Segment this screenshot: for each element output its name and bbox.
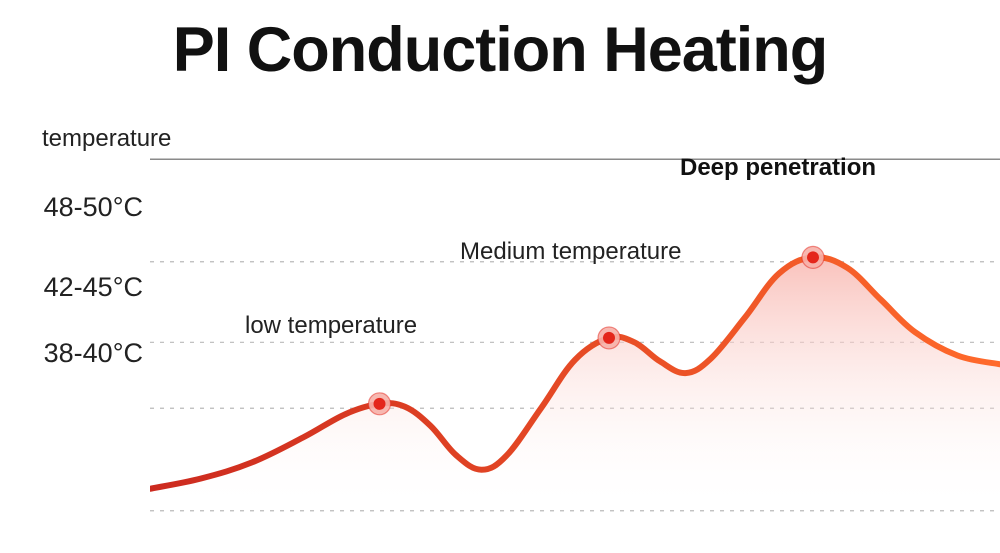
infographic-root: PI Conduction Heating temperature 48-50°… [0,0,1000,553]
y-tick-0: 48-50°C [28,192,143,223]
page-title: PI Conduction Heating [0,14,1000,86]
peak-label-low: low temperature [245,312,417,340]
peak-label-deep: Deep penetration [680,154,876,182]
y-tick-2: 38-40°C [28,338,143,369]
y-tick-1: 42-45°C [28,272,143,303]
peak-label-medium: Medium temperature [460,238,681,266]
